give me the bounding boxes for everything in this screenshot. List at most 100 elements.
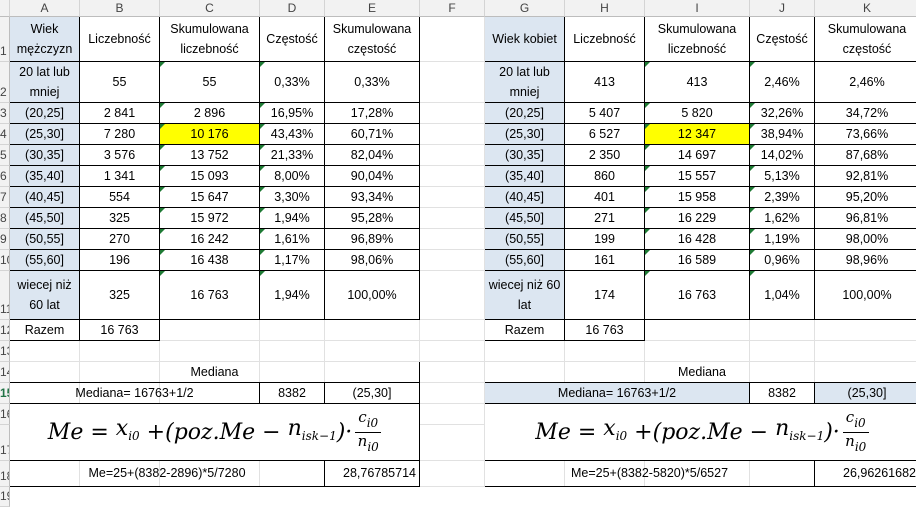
women-header-1[interactable]: Liczebność bbox=[565, 17, 645, 62]
women-median-formula[interactable]: Mediana= 16763+1/2 bbox=[485, 383, 750, 404]
grid-cell[interactable] bbox=[160, 320, 260, 341]
women-cell-r1-c1[interactable]: 5 407 bbox=[565, 103, 645, 124]
men-cell-r9-c0[interactable]: wiecej niż 60 lat bbox=[10, 271, 80, 320]
men-cell-r0-c4[interactable]: 0,33% bbox=[325, 62, 420, 103]
women-cell-r8-c0[interactable]: (55,60] bbox=[485, 250, 565, 271]
row-header-15[interactable]: 15 bbox=[0, 383, 10, 404]
women-total-label[interactable]: Razem bbox=[485, 320, 565, 341]
women-cell-r3-c0[interactable]: (30,35] bbox=[485, 145, 565, 166]
men-cell-r3-c0[interactable]: (30,35] bbox=[10, 145, 80, 166]
men-cell-r9-c1[interactable]: 325 bbox=[80, 271, 160, 320]
column-header-k[interactable]: K bbox=[815, 0, 916, 17]
men-median-class[interactable]: (25,30] bbox=[325, 383, 420, 404]
men-total-value[interactable]: 16 763 bbox=[80, 320, 160, 341]
women-cell-r9-c2[interactable]: 16 763 bbox=[645, 271, 750, 320]
men-cell-r4-c1[interactable]: 1 341 bbox=[80, 166, 160, 187]
row-header-16[interactable]: 16 bbox=[0, 404, 10, 425]
men-me-calc[interactable]: Me=25+(8382-2896)*5/7280 bbox=[10, 461, 325, 487]
grid-cell[interactable] bbox=[260, 341, 325, 362]
men-cell-r0-c3[interactable]: 0,33% bbox=[260, 62, 325, 103]
men-cell-r5-c3[interactable]: 3,30% bbox=[260, 187, 325, 208]
men-total-label[interactable]: Razem bbox=[10, 320, 80, 341]
men-cell-r6-c4[interactable]: 95,28% bbox=[325, 208, 420, 229]
women-cell-r3-c3[interactable]: 14,02% bbox=[750, 145, 815, 166]
grid-cell[interactable] bbox=[325, 320, 420, 341]
men-median-title[interactable]: Mediana bbox=[10, 362, 420, 383]
men-cell-r7-c0[interactable]: (50,55] bbox=[10, 229, 80, 250]
women-median-pos[interactable]: 8382 bbox=[750, 383, 815, 404]
grid-cell[interactable] bbox=[420, 271, 485, 320]
men-header-0[interactable]: Wiek mężczyzn bbox=[10, 17, 80, 62]
grid-cell[interactable] bbox=[420, 17, 485, 62]
women-header-2[interactable]: Skumulowana liczebność bbox=[645, 17, 750, 62]
men-cell-r2-c1[interactable]: 7 280 bbox=[80, 124, 160, 145]
women-cell-r4-c1[interactable]: 860 bbox=[565, 166, 645, 187]
grid-cell[interactable] bbox=[815, 320, 916, 341]
row-header-11[interactable]: 11 bbox=[0, 271, 10, 320]
men-header-3[interactable]: Częstość bbox=[260, 17, 325, 62]
men-cell-r6-c1[interactable]: 325 bbox=[80, 208, 160, 229]
row-header-14[interactable]: 14 bbox=[0, 362, 10, 383]
women-me-calc[interactable]: Me=25+(8382-5820)*5/6527 bbox=[485, 461, 815, 487]
women-cell-r4-c0[interactable]: (35,40] bbox=[485, 166, 565, 187]
row-header-12[interactable]: 12 bbox=[0, 320, 10, 341]
women-cell-r5-c1[interactable]: 401 bbox=[565, 187, 645, 208]
women-cell-r1-c4[interactable]: 34,72% bbox=[815, 103, 916, 124]
women-cell-r5-c2[interactable]: 15 958 bbox=[645, 187, 750, 208]
row-header-1[interactable]: 1 bbox=[0, 17, 10, 62]
grid-cell[interactable] bbox=[420, 187, 485, 208]
women-cell-r0-c4[interactable]: 2,46% bbox=[815, 62, 916, 103]
row-header-13[interactable]: 13 bbox=[0, 341, 10, 362]
men-cell-r5-c1[interactable]: 554 bbox=[80, 187, 160, 208]
grid-cell[interactable] bbox=[420, 320, 485, 341]
men-cell-r0-c1[interactable]: 55 bbox=[80, 62, 160, 103]
grid-cell[interactable] bbox=[750, 341, 815, 362]
row-header-4[interactable]: 4 bbox=[0, 124, 10, 145]
row-header-18[interactable]: 18 bbox=[0, 461, 10, 487]
women-header-0[interactable]: Wiek kobiet bbox=[485, 17, 565, 62]
grid-cell[interactable] bbox=[645, 320, 750, 341]
men-header-2[interactable]: Skumulowana liczebność bbox=[160, 17, 260, 62]
column-header-j[interactable]: J bbox=[750, 0, 815, 17]
men-median-pos[interactable]: 8382 bbox=[260, 383, 325, 404]
men-cell-r0-c2[interactable]: 55 bbox=[160, 62, 260, 103]
row-header-7[interactable]: 7 bbox=[0, 187, 10, 208]
women-median-title[interactable]: Mediana bbox=[485, 362, 916, 383]
women-cell-r3-c4[interactable]: 87,68% bbox=[815, 145, 916, 166]
row-header-5[interactable]: 5 bbox=[0, 145, 10, 166]
women-cell-r1-c2[interactable]: 5 820 bbox=[645, 103, 750, 124]
grid-cell[interactable] bbox=[420, 425, 485, 461]
women-cell-r9-c4[interactable]: 100,00% bbox=[815, 271, 916, 320]
men-cell-r1-c3[interactable]: 16,95% bbox=[260, 103, 325, 124]
women-cell-r2-c3[interactable]: 38,94% bbox=[750, 124, 815, 145]
grid-cell[interactable] bbox=[750, 320, 815, 341]
select-all-corner[interactable] bbox=[0, 0, 10, 17]
grid-cell[interactable] bbox=[420, 166, 485, 187]
grid-cell[interactable] bbox=[420, 383, 485, 404]
women-cell-r6-c4[interactable]: 96,81% bbox=[815, 208, 916, 229]
grid-cell[interactable] bbox=[420, 229, 485, 250]
men-cell-r4-c3[interactable]: 8,00% bbox=[260, 166, 325, 187]
women-cell-r7-c2[interactable]: 16 428 bbox=[645, 229, 750, 250]
men-cell-r2-c2[interactable]: 10 176 bbox=[160, 124, 260, 145]
women-cell-r0-c0[interactable]: 20 lat lub mniej bbox=[485, 62, 565, 103]
men-median-formula[interactable]: Mediana= 16763+1/2 bbox=[10, 383, 260, 404]
grid-cell[interactable] bbox=[565, 341, 645, 362]
men-cell-r3-c3[interactable]: 21,33% bbox=[260, 145, 325, 166]
grid-cell[interactable] bbox=[420, 208, 485, 229]
women-header-4[interactable]: Skumulowana częstość bbox=[815, 17, 916, 62]
women-cell-r6-c2[interactable]: 16 229 bbox=[645, 208, 750, 229]
women-cell-r2-c4[interactable]: 73,66% bbox=[815, 124, 916, 145]
women-cell-r0-c2[interactable]: 413 bbox=[645, 62, 750, 103]
women-cell-r2-c1[interactable]: 6 527 bbox=[565, 124, 645, 145]
grid-cell[interactable] bbox=[420, 461, 485, 487]
women-cell-r5-c4[interactable]: 95,20% bbox=[815, 187, 916, 208]
men-header-1[interactable]: Liczebność bbox=[80, 17, 160, 62]
column-header-h[interactable]: H bbox=[565, 0, 645, 17]
men-cell-r6-c3[interactable]: 1,94% bbox=[260, 208, 325, 229]
column-header-d[interactable]: D bbox=[260, 0, 325, 17]
column-header-f[interactable]: F bbox=[420, 0, 485, 17]
men-cell-r4-c2[interactable]: 15 093 bbox=[160, 166, 260, 187]
row-header-17[interactable]: 17 bbox=[0, 425, 10, 461]
column-header-i[interactable]: I bbox=[645, 0, 750, 17]
